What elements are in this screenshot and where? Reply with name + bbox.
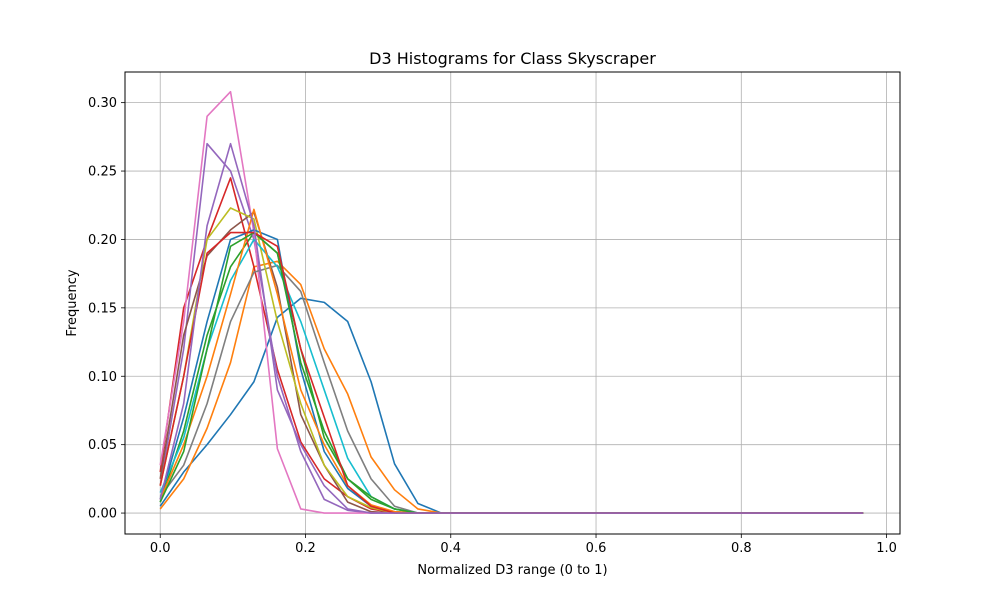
x-tick-label: 0.6 (586, 541, 607, 556)
plot-frame (124, 71, 901, 535)
y-axis-title: Frequency (65, 269, 80, 336)
y-tick-label: 0.10 (88, 370, 117, 385)
chart-title: D3 Histograms for Class Skyscraper (369, 49, 656, 68)
x-tick-label: 0.4 (440, 541, 461, 556)
x-tick-label: 0.2 (295, 541, 316, 556)
y-tick-label: 0.30 (88, 96, 117, 111)
series-lines (159, 90, 864, 514)
x-tick-label: 0.8 (731, 541, 752, 556)
axis-ticks: 0.0 0.2 0.4 0.6 0.8 1.0 0.00 0.05 0.10 0.15 0.20 0.… (88, 96, 897, 556)
y-tick-label: 0.00 (88, 507, 117, 522)
x-tick-label: 1.0 (876, 541, 897, 556)
x-axis-title: Normalized D3 range (0 to 1) (417, 563, 607, 578)
x-tick-label: 0.0 (150, 541, 171, 556)
series-line-15 (159, 142, 864, 514)
y-tick-label: 0.15 (88, 301, 117, 316)
y-tick-label: 0.20 (88, 233, 117, 248)
y-tick-label: 0.25 (88, 165, 117, 180)
y-tick-label: 0.05 (88, 438, 117, 453)
